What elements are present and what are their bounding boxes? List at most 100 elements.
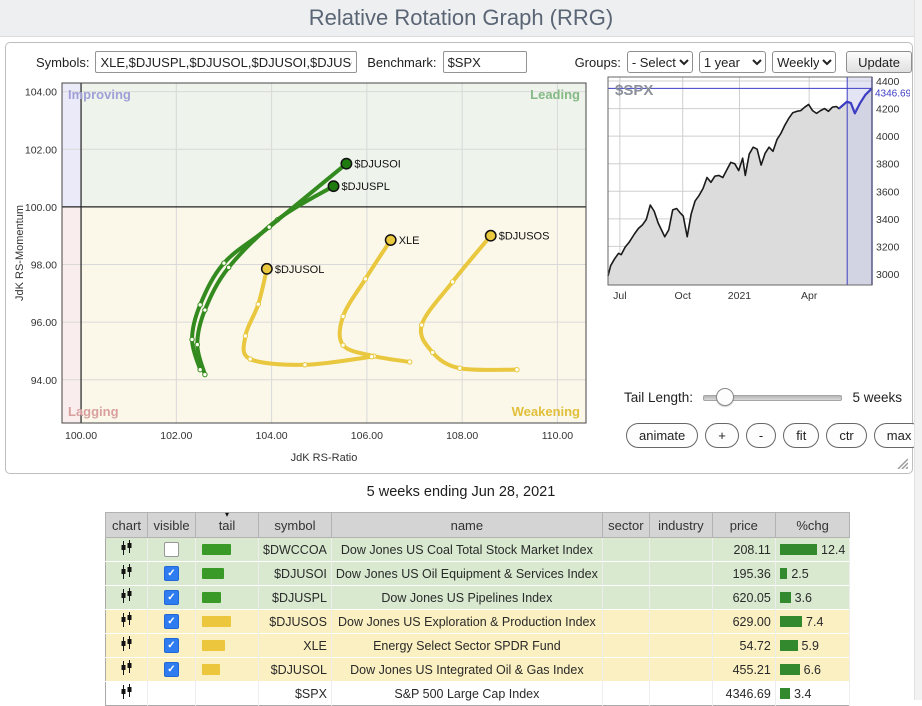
period-select[interactable]: 1 year [699,51,766,73]
toolbar: Symbols: Benchmark: Groups: - Select - 1… [6,51,912,73]
tail-swatch [202,592,221,603]
pct-change-value: 7.4 [806,615,823,629]
date-range-caption: 5 weeks ending Jun 28, 2021 [0,484,922,500]
col-header-pctchg[interactable]: %chg [775,513,850,538]
pct-change-bar [780,568,788,579]
price-cell: 195.36 [712,562,775,586]
pct-change-bar [780,664,800,675]
tail-length-slider[interactable] [703,389,842,405]
week-dot [458,366,462,370]
chart-icon[interactable] [120,540,134,556]
rrg-chart[interactable]: 100.00102.00104.00106.00108.00110.0094.0… [12,75,592,467]
pct-change-value: 6.6 [804,663,821,677]
animate-button[interactable]: animate [626,423,698,448]
symbols-label: Symbols: [36,55,89,70]
price-cell: 620.05 [712,586,775,610]
week-dot [198,303,202,307]
col-header-visible[interactable]: visible [148,513,196,538]
week-dot [303,363,307,367]
chart-icon[interactable] [120,684,134,700]
pct-change-value: 5.9 [802,639,819,653]
symbol-label-$DJUSOS[interactable]: $DJUSOS [499,231,550,243]
col-header-sector[interactable]: sector [602,513,649,538]
symbol-label-$DJUSOL[interactable]: $DJUSOL [275,264,325,276]
spx-y-tick: 4400 [876,76,900,88]
week-dot [243,334,247,338]
week-dot [248,357,252,361]
marker-$DJUSOI[interactable] [341,158,351,168]
fit-button[interactable]: fit [783,423,819,448]
tail-length-slider-thumb[interactable] [716,388,734,406]
visible-checkbox[interactable]: ✓ [164,638,179,653]
symbol-label-XLE[interactable]: XLE [399,235,420,247]
week-dot [363,277,367,281]
x-tick-label: 100.00 [65,430,97,442]
zoom-out-button[interactable]: - [746,423,776,448]
week-dot [267,225,271,229]
symbol-label-$DJUSPL[interactable]: $DJUSPL [342,181,390,193]
marker-$DJUSOS[interactable] [486,231,496,241]
chart-icon[interactable] [120,588,134,604]
col-header-price[interactable]: price [712,513,775,538]
week-dot [430,350,434,354]
spx-mini-chart: 30003200340036003800400042004400JulOct20… [598,71,910,319]
spx-x-tick: Oct [675,290,691,302]
col-header-industry[interactable]: industry [649,513,712,538]
groups-select[interactable]: - Select - [627,51,693,73]
marker-$DJUSPL[interactable] [328,181,338,191]
col-header-name[interactable]: name [331,513,602,538]
visible-checkbox[interactable]: ✓ [164,662,179,677]
week-dot [341,314,345,318]
chart-icon[interactable] [120,564,134,580]
scrollbar[interactable] [914,0,922,700]
col-header-tail[interactable]: tail▾ [196,513,259,538]
symbol-label-$DJUSOI[interactable]: $DJUSOI [354,159,400,171]
x-tick-label: 108.00 [446,430,478,442]
y-tick-label: 96.00 [31,317,57,329]
spx-last-value: 4346.69 [875,88,910,99]
week-dot [198,367,202,371]
chart-icon[interactable] [120,660,134,676]
chart-icon[interactable] [120,636,134,652]
benchmark-label: Benchmark: [367,55,436,70]
visible-checkbox[interactable] [164,542,179,557]
pct-change-value: 3.6 [795,591,812,605]
benchmark-input[interactable] [443,51,527,73]
spx-x-tick: 2021 [728,290,752,302]
frequency-select[interactable]: Weekly [772,51,836,73]
name-cell: Dow Jones US Oil Equipment & Services In… [331,562,602,586]
col-header-symbol[interactable]: symbol [259,513,332,538]
visible-checkbox[interactable]: ✓ [164,614,179,629]
week-dot [195,342,199,346]
visible-checkbox[interactable]: ✓ [164,590,179,605]
quadrant-label-weakening: Weakening [512,404,580,419]
spx-x-tick: Apr [801,290,818,302]
y-tick-label: 100.00 [25,202,57,214]
spx-y-tick: 3400 [876,214,900,226]
zoom-in-button[interactable]: + [705,423,739,448]
week-dot [515,367,519,371]
quadrant-label-improving: Improving [68,87,131,102]
symbols-input[interactable] [95,51,357,73]
col-header-chart[interactable]: chart [106,513,148,538]
chart-icon[interactable] [120,612,134,628]
spx-y-tick: 4200 [876,104,900,116]
pct-change-bar [780,640,798,651]
sort-indicator-icon: ▾ [225,510,229,519]
spx-y-tick: 3800 [876,159,900,171]
pct-change-bar [780,688,790,699]
x-tick-label: 104.00 [256,430,288,442]
page-title: Relative Rotation Graph (RRG) [0,0,922,36]
center-button[interactable]: ctr [826,423,866,448]
week-dot [419,323,423,327]
update-button[interactable]: Update [846,51,912,73]
spx-y-tick: 3200 [876,241,900,253]
resize-handle-icon[interactable] [894,455,908,469]
visible-checkbox[interactable]: ✓ [164,566,179,581]
marker-$DJUSOL[interactable] [262,264,272,274]
marker-XLE[interactable] [385,235,395,245]
tail-swatch [202,640,225,651]
pct-change-value: 2.5 [791,567,808,581]
y-tick-label: 104.00 [25,87,57,99]
pct-change-bar [780,544,817,555]
